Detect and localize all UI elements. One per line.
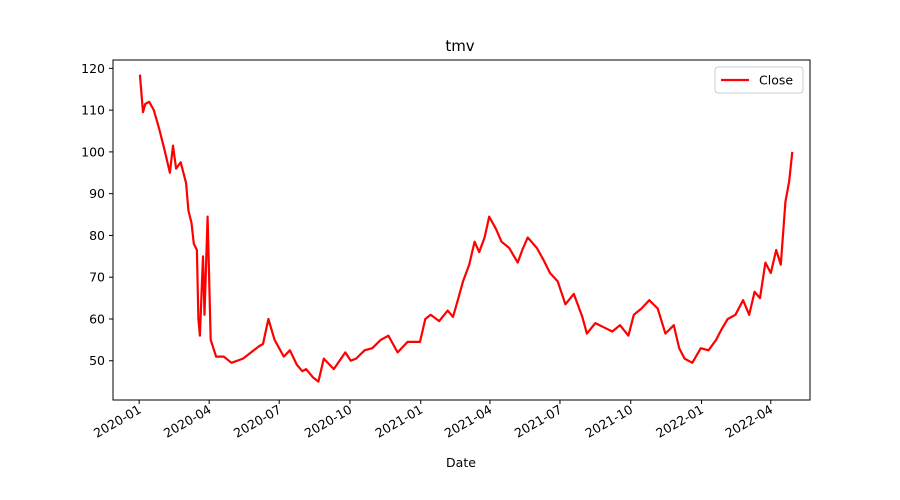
chart-title: tmv (445, 37, 474, 55)
y-tick-label: 100 (81, 144, 105, 159)
legend: Close (714, 66, 804, 94)
y-tick-label: 90 (89, 186, 105, 201)
y-tick-label: 120 (81, 61, 105, 76)
y-axis: 50 60 70 80 90 100 110 120 (81, 61, 113, 368)
x-tick-label: 2020-01 (91, 402, 144, 441)
legend-label-close: Close (759, 73, 793, 88)
y-tick-label: 110 (81, 103, 105, 118)
x-axis-label: Date (446, 455, 476, 470)
x-tick-label: 2021-07 (512, 402, 565, 441)
x-tick-label: 2020-10 (302, 402, 355, 441)
x-tick-label: 2020-07 (231, 402, 284, 441)
x-tick-label: 2021-04 (442, 402, 495, 441)
y-tick-label: 70 (89, 270, 105, 285)
legend-box (714, 66, 804, 94)
x-tick-label: 2021-10 (583, 402, 636, 441)
close-series-line (138, 74, 794, 383)
x-tick-label: 2020-04 (161, 402, 214, 441)
plot-frame (112, 59, 811, 401)
x-tick-label: 2022-04 (723, 402, 776, 441)
y-tick-label: 50 (89, 353, 105, 368)
y-tick-label: 80 (89, 228, 105, 243)
y-tick-label: 60 (89, 311, 105, 326)
x-tick-label: 2022-01 (653, 402, 706, 441)
x-axis: 2020-01 2020-04 2020-07 2020-10 2021-01 2021-… (91, 400, 775, 441)
x-tick-label: 2021-01 (372, 402, 425, 441)
